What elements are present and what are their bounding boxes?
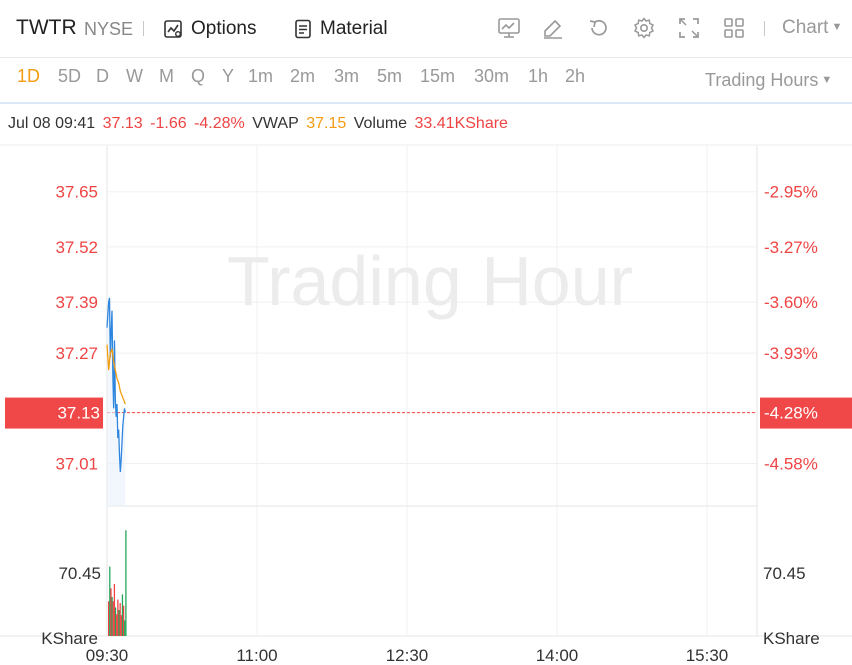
chart-type-label: Chart — [782, 17, 829, 38]
fullscreen-icon[interactable] — [677, 16, 701, 40]
price-tick-label: 37.27 — [55, 344, 98, 363]
time-tick-label: 14:00 — [536, 646, 579, 665]
volume-label: Volume — [353, 115, 408, 132]
ticker-symbol: TWTR — [16, 16, 77, 39]
period-15m[interactable]: 15m — [420, 66, 456, 86]
volume-unit-left: KShare — [41, 629, 98, 648]
period-w[interactable]: W — [126, 66, 143, 86]
period-y[interactable]: Y — [222, 66, 235, 86]
vwap-value: 37.15 — [306, 115, 347, 132]
volume-bar — [124, 620, 126, 636]
current-price-tag — [5, 397, 103, 429]
toolbar-divider — [764, 21, 765, 36]
vwap-line — [106, 344, 126, 405]
period-bar-underline — [0, 102, 852, 104]
chevron-down-icon: ▼ — [821, 74, 833, 86]
pct-tick-label: -3.60% — [764, 293, 818, 312]
period-5d[interactable]: 5D — [58, 66, 82, 86]
layout-grid-icon[interactable] — [722, 16, 746, 40]
material-label: Material — [320, 18, 388, 39]
top-toolbar: TWTR NYSE Options Material — [0, 0, 852, 58]
volume-bar — [108, 601, 110, 636]
material-button[interactable]: Material — [294, 14, 388, 44]
pct-tick-label: -2.95% — [764, 183, 818, 202]
volume-unit-right: KShare — [763, 629, 820, 648]
current-pct-label: -4.28% — [764, 404, 818, 423]
time-tick-label: 12:30 — [386, 646, 429, 665]
trading-hours-dropdown[interactable]: Trading Hours ▼ — [705, 70, 832, 91]
gear-icon[interactable] — [632, 16, 656, 40]
vwap-label: VWAP — [252, 115, 299, 132]
volume-bar — [109, 566, 111, 636]
chevron-down-icon: ▼ — [831, 21, 843, 33]
price-line — [106, 297, 126, 473]
quote-change: -1.66 — [150, 115, 187, 132]
watermark: Trading Hour — [227, 242, 633, 320]
options-chart-icon — [164, 20, 182, 38]
volume-bar — [121, 594, 124, 636]
time-tick-label: 09:30 — [86, 646, 129, 665]
volume-tick-right: 70.45 — [763, 564, 806, 583]
period-30m[interactable]: 30m — [474, 66, 510, 86]
volume-value: 33.41KShare — [414, 115, 508, 132]
volume-bar — [112, 601, 114, 636]
trading-hours-label: Trading Hours — [705, 70, 819, 90]
price-tick-label: 37.65 — [55, 183, 98, 202]
price-series — [106, 297, 126, 506]
volume-bar — [110, 588, 112, 636]
trend-chart-icon[interactable] — [497, 16, 521, 40]
price-tick-label: 37.01 — [55, 455, 98, 474]
volume-bars — [108, 530, 127, 636]
options-button[interactable]: Options — [163, 14, 256, 44]
quote-datetime: Jul 08 09:41 — [8, 115, 96, 132]
toolbar-divider — [143, 21, 144, 36]
period-2m[interactable]: 2m — [290, 66, 316, 86]
pct-tick-label: -3.27% — [764, 238, 818, 257]
toolbar-divider-line — [0, 57, 852, 58]
period-1h[interactable]: 1h — [528, 66, 549, 86]
period-m[interactable]: M — [159, 66, 174, 86]
pct-tick-label: -3.93% — [764, 344, 818, 363]
time-tick-label: 11:00 — [236, 646, 277, 665]
volume-bar — [114, 607, 117, 636]
current-price-label: 37.13 — [57, 404, 100, 423]
volume-bar — [119, 603, 121, 636]
volume-bar — [116, 614, 118, 636]
volume-bar — [111, 597, 113, 636]
price-tick-label: 37.52 — [55, 238, 98, 257]
price-axis-left: 37.65 37.52 37.39 37.27 37.01 — [55, 183, 98, 474]
period-d[interactable]: D — [96, 66, 109, 86]
quote-change-pct: -4.28% — [194, 115, 245, 132]
volume-bar — [113, 584, 116, 636]
refresh-icon[interactable] — [587, 16, 611, 40]
time-axis: 09:30 11:00 12:30 14:00 15:30 — [86, 646, 729, 665]
options-label: Options — [191, 18, 257, 39]
volume-tick-left: 70.45 — [58, 564, 101, 583]
pct-axis-right: -2.95% -3.27% -3.60% -3.93% -4.58% — [764, 183, 818, 474]
price-tick-label: 37.39 — [55, 293, 98, 312]
period-1d[interactable]: 1D — [17, 66, 41, 86]
chart-type-dropdown[interactable]: Chart ▼ — [782, 17, 842, 39]
period-3m[interactable]: 3m — [334, 66, 360, 86]
exchange-name: NYSE — [84, 19, 134, 39]
quote-price: 37.13 — [102, 115, 143, 132]
volume-bar — [122, 605, 125, 636]
period-5m[interactable]: 5m — [377, 66, 403, 86]
volume-bar — [117, 599, 119, 636]
volume-bar — [118, 610, 120, 636]
pct-tick-label: -4.58% — [764, 455, 818, 474]
period-2h[interactable]: 2h — [565, 66, 586, 86]
time-tick-label: 15:30 — [686, 646, 729, 665]
grid-lines — [107, 145, 757, 636]
document-icon — [295, 19, 311, 39]
period-q[interactable]: Q — [191, 66, 206, 86]
quote-info-line: Jul 08 09:41 37.13 -1.66 -4.28% VWAP 37.… — [8, 115, 511, 133]
volume-bar — [120, 615, 122, 636]
volume-bar — [125, 530, 127, 636]
draw-pencil-icon[interactable] — [541, 16, 565, 40]
period-1m[interactable]: 1m — [248, 66, 274, 86]
current-pct-tag — [760, 397, 852, 429]
